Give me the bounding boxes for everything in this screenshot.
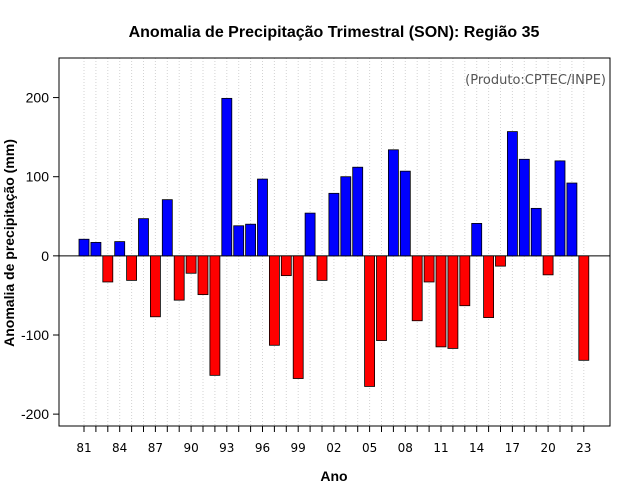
y-tick-label: -100 xyxy=(21,327,49,343)
bar-2001 xyxy=(316,255,328,281)
x-tick-label: 14 xyxy=(469,441,484,455)
bar-2011 xyxy=(435,255,447,348)
bar-2005 xyxy=(364,255,376,387)
bars xyxy=(78,97,590,387)
x-tick-label: 81 xyxy=(76,441,91,455)
x-tick-label: 02 xyxy=(326,441,341,455)
bar-1981 xyxy=(78,238,90,257)
bar-1984 xyxy=(114,241,126,257)
x-tick-label: 93 xyxy=(219,441,234,455)
bar-1994 xyxy=(233,225,245,257)
bar-1988 xyxy=(161,199,173,257)
x-tick-label: 17 xyxy=(505,441,520,455)
bar-2015 xyxy=(483,255,495,318)
bar-2019 xyxy=(530,207,542,257)
bar-2018 xyxy=(518,158,530,257)
x-tick-label: 11 xyxy=(433,441,448,455)
bar-1995 xyxy=(245,223,257,257)
x-tick-label: 96 xyxy=(255,441,270,455)
bar-2009 xyxy=(411,255,423,322)
x-tick-label: 87 xyxy=(148,441,163,455)
chart-title: Anomalia de Precipitação Trimestral (SON… xyxy=(129,24,540,41)
x-tick-label: 23 xyxy=(576,441,591,455)
bar-2021 xyxy=(554,160,566,257)
bar-2013 xyxy=(459,255,471,307)
bar-1982 xyxy=(90,241,102,257)
bar-2002 xyxy=(328,192,340,257)
y-tick-label: 0 xyxy=(41,248,49,264)
bar-1996 xyxy=(257,178,268,257)
bar-2014 xyxy=(471,223,483,257)
x-tick-label: 90 xyxy=(183,441,198,455)
bar-1997 xyxy=(268,255,280,346)
x-axis-label: Ano xyxy=(320,468,347,484)
bar-1990 xyxy=(185,255,197,274)
bar-2004 xyxy=(352,166,364,257)
bar-2022 xyxy=(566,182,578,257)
x-tick-label: 05 xyxy=(362,441,377,455)
y-tick-label: -200 xyxy=(21,406,49,422)
x-tick-label: 08 xyxy=(398,441,413,455)
y-tick-label: 200 xyxy=(26,90,50,106)
bar-2012 xyxy=(447,255,459,349)
x-tick-label: 99 xyxy=(291,441,306,455)
bar-2020 xyxy=(542,255,554,276)
x-tick-label: 84 xyxy=(112,441,127,455)
bar-1986 xyxy=(138,218,149,257)
bar-2003 xyxy=(340,176,352,257)
bar-2000 xyxy=(304,212,316,257)
bar-1993 xyxy=(221,97,233,257)
y-tick-label: 100 xyxy=(26,169,50,185)
bar-2007 xyxy=(387,149,399,257)
bar-1991 xyxy=(197,255,209,296)
bar-1998 xyxy=(280,255,292,277)
bar-1983 xyxy=(102,255,114,283)
x-axis: 81 84 87 90 93 96 99 02 05 08 11 14 17 20 23 xyxy=(76,426,591,455)
plot-frame xyxy=(58,57,611,427)
source-annotation: (Produto:CPTEC/INPE) xyxy=(465,73,606,88)
bar-2008 xyxy=(399,170,411,257)
bar-2010 xyxy=(423,255,435,283)
bar-1987 xyxy=(149,255,161,318)
bar-2023 xyxy=(578,255,590,361)
bar-2016 xyxy=(495,255,506,267)
bar-1989 xyxy=(173,255,185,301)
bar-1992 xyxy=(209,255,221,376)
bar-1999 xyxy=(292,255,304,379)
y-axis: -200 -100 0 100 200 xyxy=(21,90,59,422)
bar-1985 xyxy=(126,255,137,281)
bar-2006 xyxy=(376,255,387,341)
bar-2017 xyxy=(506,131,518,257)
y-axis-label: Anomalia de precipitação (mm) xyxy=(1,139,17,347)
x-tick-label: 20 xyxy=(540,441,555,455)
